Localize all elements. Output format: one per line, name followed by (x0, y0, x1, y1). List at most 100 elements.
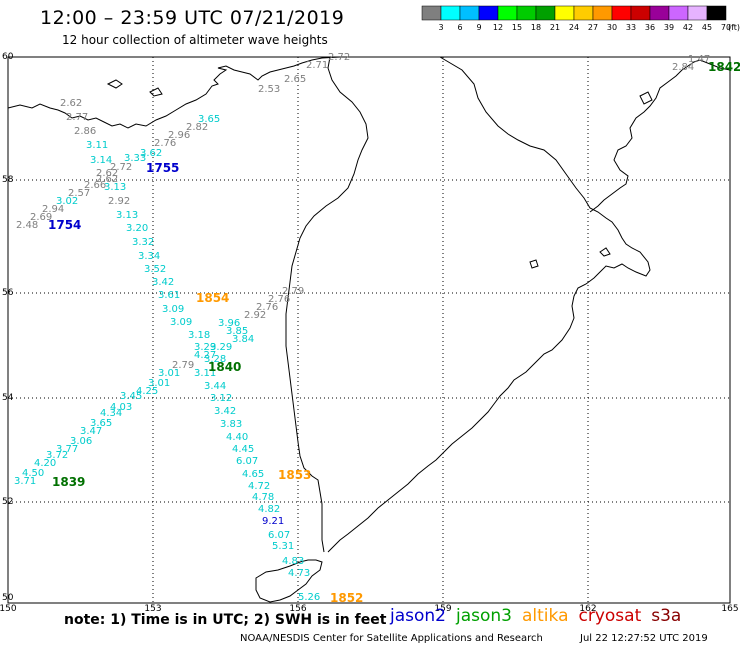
wave-height-value: 4.78 (252, 492, 274, 503)
map-title: 12:00 – 23:59 UTC 07/21/2019 (40, 7, 345, 29)
colorbar-swatch (478, 5, 499, 21)
wave-height-value: 2.92 (244, 310, 266, 321)
mission-label-jason2: jason2 (390, 606, 446, 626)
map-subtitle: 12 hour collection of altimeter wave hei… (62, 33, 328, 47)
pass-time-label: 1852 (330, 591, 363, 605)
colorbar-swatch (630, 5, 651, 21)
colorbar-tick-label: 36 (645, 23, 655, 32)
pass-time-label: 1853 (278, 468, 311, 482)
wave-height-value: 3.85 (226, 326, 248, 337)
wave-height-value: 3.14 (90, 155, 112, 166)
pass-time-label: 1854 (196, 291, 229, 305)
wave-height-value: 3.28 (204, 354, 226, 365)
wave-height-value: 2.76 (268, 294, 290, 305)
lon-tick-label: 156 (289, 604, 306, 614)
wave-height-value: 3.18 (188, 330, 210, 341)
colorbar-swatch (459, 5, 480, 21)
wave-height-value: 4.40 (226, 432, 248, 443)
colorbar-swatch (554, 5, 575, 21)
colorbar-tick-label: 18 (531, 23, 541, 32)
colorbar-tick-label: 33 (626, 23, 636, 32)
lon-tick-label: 150 (0, 604, 17, 614)
mission-label-jason3: jason3 (456, 606, 512, 626)
mission-legend: jason2 jason3 altika cryosat s3a (390, 606, 691, 626)
colorbar-swatch (668, 5, 689, 21)
lat-tick-label: 52 (2, 497, 13, 507)
wave-height-value: 3.61 (158, 290, 180, 301)
wave-height-value: 3.13 (104, 182, 126, 193)
coastline (7, 56, 731, 603)
wave-height-value: 2.96 (168, 130, 190, 141)
colorbar-tick-label: 45 (702, 23, 712, 32)
wave-height-value: 3.65 (198, 114, 220, 125)
wave-height-value: 5.31 (272, 541, 294, 552)
lon-tick-label: 153 (144, 604, 161, 614)
lat-tick-label: 58 (2, 175, 14, 185)
wave-height-value: 3.13 (116, 210, 138, 221)
colorbar-tick-label: 39 (664, 23, 674, 32)
colorbar-tick-label: 27 (588, 23, 598, 32)
mission-label-s3a: s3a (651, 606, 682, 626)
wave-height-value: 2.53 (258, 84, 280, 95)
lon-tick-label: 165 (721, 604, 738, 614)
wave-height-value: 3.65 (90, 418, 112, 429)
wave-height-value: 4.72 (248, 481, 270, 492)
pass-time-labels: 1755 1754 1854 1840 1839 1853 1852 1842 (48, 60, 740, 605)
wave-height-value: 3.96 (218, 318, 240, 329)
colorbar-swatch (497, 5, 518, 21)
wave-height-value: 2.71 (306, 60, 328, 71)
wave-height-value: 2.62 (96, 168, 118, 179)
lon-tick-label: 162 (579, 604, 596, 614)
wave-height-value: 5.26 (298, 592, 320, 603)
wave-height-value: 4.82 (258, 504, 280, 515)
mission-label-cryosat: cryosat (578, 606, 642, 626)
colorbar-swatch (706, 5, 727, 21)
colorbar-swatch (516, 5, 537, 21)
colorbar-swatch (592, 5, 613, 21)
wave-height-value: 2.94 (42, 204, 64, 215)
colorbar-swatch (573, 5, 594, 21)
colorbar-tick-label: 30 (607, 23, 617, 32)
lat-tick-label: 56 (2, 288, 14, 298)
colorbar-tick-label: (ft) (728, 23, 740, 32)
wave-height-value: 6.07 (268, 530, 290, 541)
colorbar-tick-label: 42 (683, 23, 693, 32)
wave-height-value: 2.62 (60, 98, 82, 109)
wave-height-value: 3.01 (158, 368, 180, 379)
wave-height-value: 4.50 (22, 468, 44, 479)
wave-height-value: 3.12 (210, 393, 232, 404)
pass-time-label: 1754 (48, 218, 81, 232)
wave-height-value: 3.77 (56, 444, 78, 455)
wave-height-value: 3.42 (152, 277, 174, 288)
wave-height-value: 4.65 (242, 469, 264, 480)
wave-height-value: 3.06 (70, 436, 92, 447)
wave-height-value: 1.47 (688, 54, 710, 65)
pass-time-label: 1840 (208, 360, 241, 374)
colorbar-swatch (611, 5, 632, 21)
wave-height-value: 9.21 (262, 516, 284, 527)
wave-height-value: 2.48 (16, 220, 38, 231)
wave-height-labels: 2.722.712.652.532.622.772.863.652.822.96… (14, 52, 710, 603)
wave-height-value: 3.33 (124, 153, 146, 164)
mission-label-altika: altika (522, 606, 569, 626)
wave-height-value: 4.27 (194, 350, 216, 361)
wave-height-value: 3.83 (220, 419, 242, 430)
colorbar-tick-label: 21 (550, 23, 560, 32)
lon-tick-label: 159 (434, 604, 451, 614)
wave-height-value: 4.73 (288, 568, 310, 579)
colorbar: 3 6 9 12 15 18 21 24 27 30 33 36 39 42 45 70(ft) (421, 5, 740, 32)
wave-height-value: 6.07 (236, 456, 258, 467)
wave-height-value: 2.84 (672, 62, 694, 73)
wave-height-value: 2.65 (284, 74, 306, 85)
graticule (8, 57, 730, 603)
colorbar-swatch (649, 5, 670, 21)
colorbar-swatch (440, 5, 461, 21)
wave-height-value: 2.79 (172, 360, 194, 371)
colorbar-swatch (535, 5, 556, 21)
colorbar-tick-label: 15 (512, 23, 522, 32)
wave-height-value: 2.62 (96, 174, 118, 185)
footnote: note: 1) Time is in UTC; 2) SWH is in fe… (64, 612, 387, 628)
wave-height-value: 2.76 (256, 302, 278, 313)
wave-height-value: 3.62 (140, 148, 162, 159)
